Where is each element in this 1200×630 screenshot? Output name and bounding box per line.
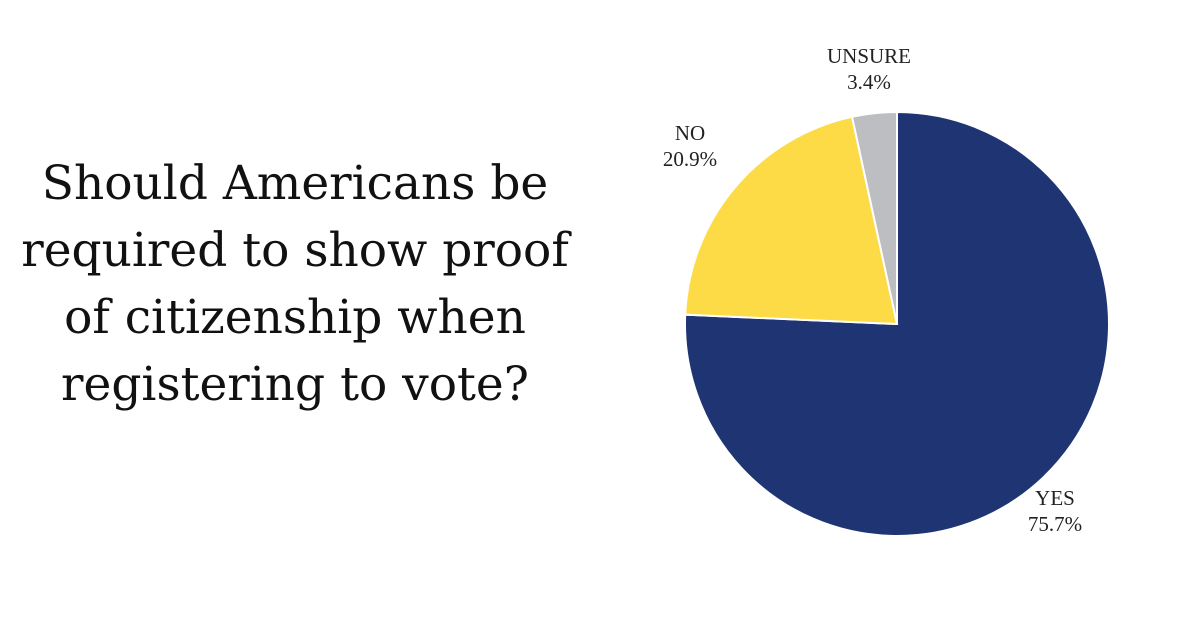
pie-chart-area: YES 75.7% NO 20.9% UNSURE 3.4% bbox=[600, 0, 1200, 630]
slice-category-yes: YES bbox=[1035, 486, 1075, 510]
slice-label-yes: YES 75.7% bbox=[1028, 486, 1082, 536]
question-line-1: Should Americans be bbox=[41, 156, 549, 211]
pie-labels: YES 75.7% NO 20.9% UNSURE 3.4% bbox=[663, 44, 1082, 536]
question-line-4: registering to vote? bbox=[61, 357, 529, 412]
pie-slice-unsure bbox=[850, 110, 898, 325]
slice-category-no: NO bbox=[675, 121, 705, 145]
slice-percent-no: 20.9% bbox=[663, 147, 717, 171]
slice-label-no: NO 20.9% bbox=[663, 121, 717, 171]
question-line-2: required to show proof bbox=[21, 223, 569, 278]
question-line-3: of citizenship when bbox=[64, 290, 526, 345]
slice-percent-yes: 75.7% bbox=[1028, 512, 1082, 536]
pie-chart: YES 75.7% NO 20.9% UNSURE 3.4% bbox=[663, 44, 1110, 537]
slice-category-unsure: UNSURE bbox=[827, 44, 911, 68]
pie-slice-yes bbox=[684, 110, 1110, 537]
pie-slice-no bbox=[684, 115, 899, 326]
slice-percent-unsure: 3.4% bbox=[847, 70, 891, 94]
slice-label-unsure: UNSURE 3.4% bbox=[827, 44, 911, 94]
pie-slices bbox=[684, 110, 1110, 537]
chart-question-title: Should Americans be required to show pro… bbox=[0, 150, 590, 418]
